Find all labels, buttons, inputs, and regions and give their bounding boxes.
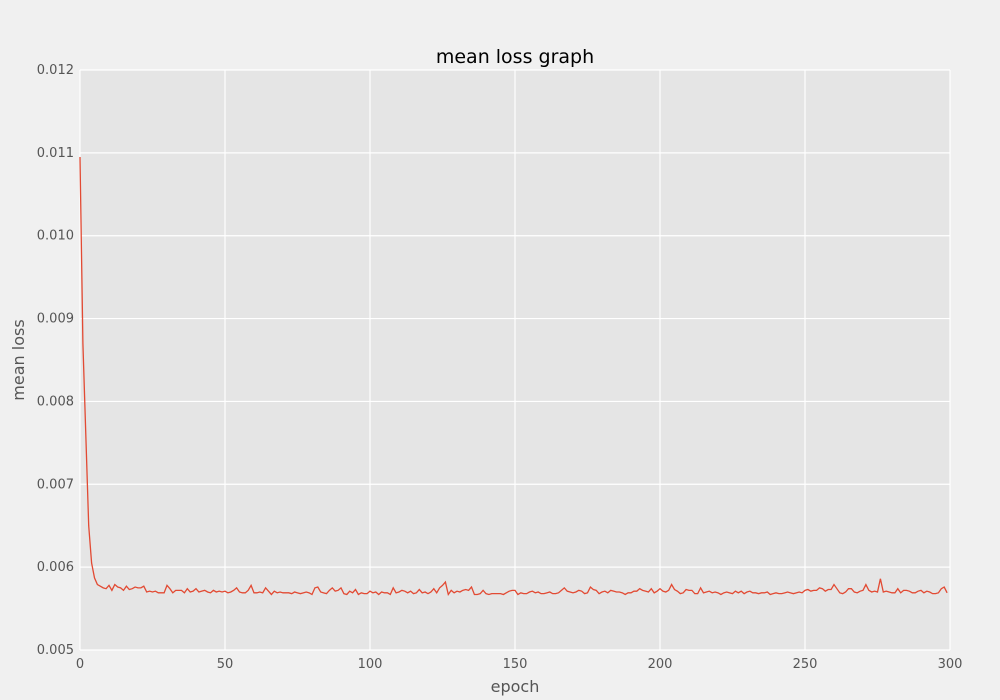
y-tick-label: 0.009 <box>37 312 74 327</box>
x-tick-label: 250 <box>793 657 818 672</box>
y-tick-label: 0.011 <box>37 146 74 161</box>
y-axis-ticks: 0.005 0.006 0.007 0.008 0.009 0.010 0.011 0.012 <box>37 63 74 658</box>
x-tick-label: 50 <box>217 657 234 672</box>
x-tick-label: 150 <box>503 657 528 672</box>
x-tick-label: 200 <box>648 657 673 672</box>
x-tick-label: 100 <box>358 657 383 672</box>
x-axis-ticks: 0 50 100 150 200 250 300 <box>76 657 963 672</box>
x-tick-label: 300 <box>938 657 963 672</box>
grid <box>79 69 951 651</box>
x-axis-label: epoch <box>491 677 540 696</box>
y-tick-label: 0.010 <box>37 229 74 244</box>
y-tick-label: 0.007 <box>37 477 74 492</box>
x-tick-label: 0 <box>76 657 84 672</box>
mean-loss-series-line <box>79 156 948 597</box>
y-tick-label: 0.012 <box>37 63 74 78</box>
y-axis-label: mean loss <box>9 319 28 400</box>
chart-title: mean loss graph <box>436 46 594 68</box>
y-tick-label: 0.006 <box>37 560 74 575</box>
y-tick-label: 0.008 <box>37 394 74 409</box>
y-tick-label: 0.005 <box>37 643 74 658</box>
